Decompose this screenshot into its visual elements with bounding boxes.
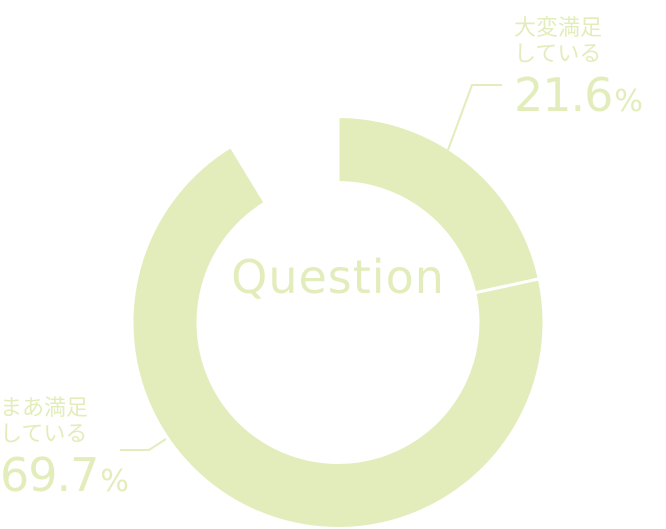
leader-line-slice-2 bbox=[120, 438, 167, 451]
slice-2-name: まあ満足 している bbox=[0, 396, 89, 447]
slice-2-value: 69.7 bbox=[0, 448, 99, 502]
slice-2-unit: % bbox=[100, 464, 128, 499]
data-label-slice-1: 大変満足 している 21.6% bbox=[514, 16, 643, 127]
slice-1-unit: % bbox=[614, 84, 642, 119]
center-label: Question bbox=[231, 250, 445, 304]
slice-1-value: 21.6 bbox=[514, 68, 613, 122]
slice-1-name: 大変満足 している bbox=[514, 16, 603, 67]
data-label-slice-2: まあ満足 している 69.7% bbox=[0, 396, 129, 507]
leader-line-slice-1 bbox=[447, 84, 502, 151]
donut-slice-2 bbox=[130, 144, 546, 529]
